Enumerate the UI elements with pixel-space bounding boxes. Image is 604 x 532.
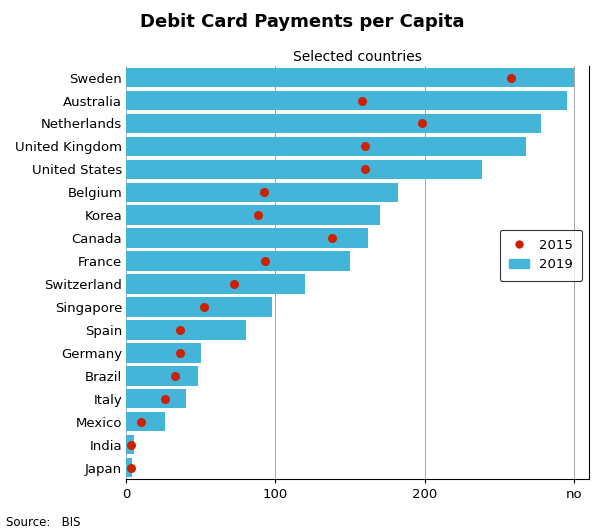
Bar <box>126 275 306 294</box>
Bar <box>126 205 380 225</box>
Bar <box>126 297 272 317</box>
Point <box>259 188 268 196</box>
Point <box>199 303 208 311</box>
Bar <box>126 458 132 477</box>
Point <box>252 211 262 220</box>
Bar <box>126 137 526 156</box>
Bar <box>126 320 246 339</box>
Legend: 2015, 2019: 2015, 2019 <box>500 230 582 281</box>
Point <box>360 142 370 151</box>
Bar <box>126 114 541 133</box>
Title: Selected countries: Selected countries <box>293 49 422 64</box>
Bar <box>126 251 350 271</box>
Bar <box>126 228 368 248</box>
Bar <box>126 91 567 110</box>
Bar <box>126 366 198 386</box>
Point <box>327 234 337 243</box>
Point <box>137 418 146 426</box>
Bar <box>126 68 574 87</box>
Point <box>417 119 426 128</box>
Point <box>360 165 370 173</box>
Point <box>170 371 180 380</box>
Bar <box>126 182 398 202</box>
Point <box>160 394 170 403</box>
Bar <box>126 412 165 431</box>
Text: Source:   BIS: Source: BIS <box>6 517 80 529</box>
Bar <box>126 160 481 179</box>
Point <box>126 440 135 449</box>
Point <box>126 463 135 472</box>
Point <box>229 280 239 288</box>
Point <box>357 96 367 105</box>
Point <box>175 348 185 357</box>
Bar <box>126 343 201 363</box>
Point <box>175 326 185 334</box>
Bar <box>126 435 133 454</box>
Text: Debit Card Payments per Capita: Debit Card Payments per Capita <box>140 13 464 31</box>
Point <box>260 257 270 265</box>
Point <box>507 73 516 82</box>
Bar <box>126 389 186 409</box>
